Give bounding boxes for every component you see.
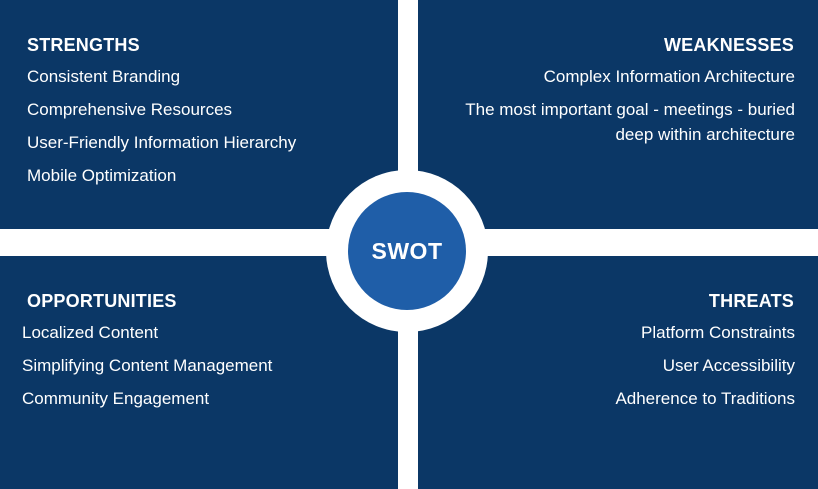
weaknesses-quadrant: WEAKNESSES Complex Information Architect… xyxy=(418,0,818,229)
weaknesses-list: Complex Information Architecture The mos… xyxy=(455,64,795,155)
threats-item: User Accessibility xyxy=(662,356,795,375)
opportunities-heading: OPPORTUNITIES xyxy=(27,291,177,311)
opportunities-quadrant: OPPORTUNITIES Localized Content Simplify… xyxy=(0,256,398,489)
strengths-item: Mobile Optimization xyxy=(27,166,177,185)
strengths-item: Comprehensive Resources xyxy=(27,100,233,119)
strengths-list: Consistent Branding Comprehensive Resour… xyxy=(27,64,296,196)
opportunities-list: Localized Content Simplifying Content Ma… xyxy=(22,320,272,419)
weaknesses-item: The most important goal - meetings - bur… xyxy=(465,100,795,144)
weaknesses-item: Complex Information Architecture xyxy=(543,67,795,86)
strengths-heading: STRENGTHS xyxy=(27,35,140,55)
threats-item: Adherence to Traditions xyxy=(615,389,795,408)
opportunities-item: Community Engagement xyxy=(22,389,210,408)
threats-quadrant: THREATS Platform Constraints User Access… xyxy=(418,256,818,489)
threats-list: Platform Constraints User Accessibility … xyxy=(455,320,795,419)
strengths-quadrant: STRENGTHS Consistent Branding Comprehens… xyxy=(0,0,398,229)
strengths-item: Consistent Branding xyxy=(27,67,181,86)
weaknesses-heading: WEAKNESSES xyxy=(663,35,794,55)
threats-item: Platform Constraints xyxy=(641,323,795,342)
opportunities-item: Localized Content xyxy=(22,323,159,342)
threats-heading: THREATS xyxy=(708,291,794,311)
strengths-item: User-Friendly Information Hierarchy xyxy=(27,133,297,152)
opportunities-item: Simplifying Content Management xyxy=(22,356,273,375)
swot-center-label: SWOT xyxy=(348,192,466,310)
